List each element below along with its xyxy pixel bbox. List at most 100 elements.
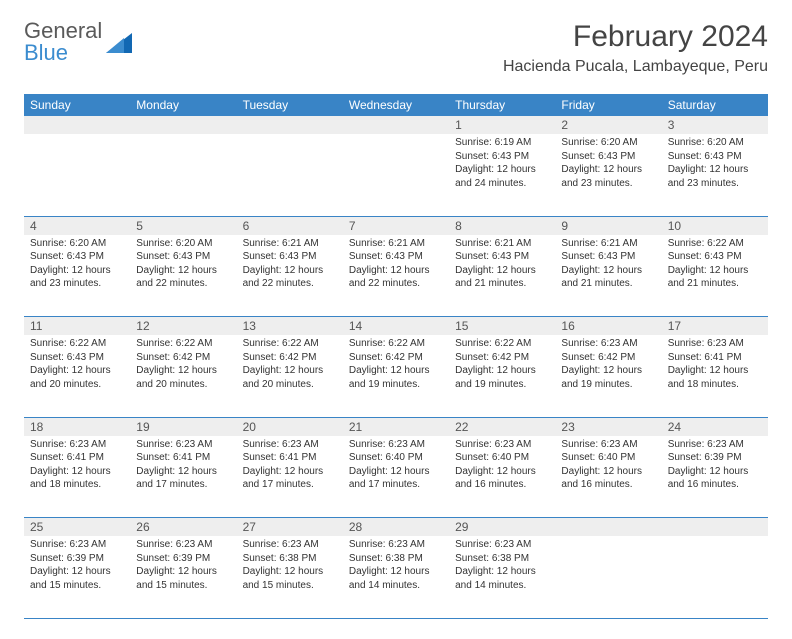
day-cell: Sunrise: 6:23 AMSunset: 6:40 PMDaylight:… [343,436,449,518]
weekday-header-row: SundayMondayTuesdayWednesdayThursdayFrid… [24,94,768,116]
daylight-text: Daylight: 12 hours and 16 minutes. [455,465,549,492]
daynum-row: 18192021222324 [24,417,768,436]
calendar-page: General Blue February 2024 Hacienda Puca… [0,0,792,639]
day-cell-body: Sunrise: 6:23 AMSunset: 6:40 PMDaylight:… [343,436,449,496]
daylight-text: Daylight: 12 hours and 18 minutes. [668,364,762,391]
day-cell: Sunrise: 6:22 AMSunset: 6:42 PMDaylight:… [130,335,236,417]
weekday-header: Monday [130,94,236,116]
sunset-text: Sunset: 6:43 PM [455,250,549,264]
day-cell-body: Sunrise: 6:23 AMSunset: 6:38 PMDaylight:… [449,536,555,596]
weekday-header: Sunday [24,94,130,116]
day-number: 3 [662,116,768,134]
day-number: 21 [343,417,449,436]
weekday-header: Thursday [449,94,555,116]
sunrise-text: Sunrise: 6:23 AM [668,438,762,452]
sunrise-text: Sunrise: 6:22 AM [455,337,549,351]
sunrise-text: Sunrise: 6:23 AM [561,337,655,351]
day-cell: Sunrise: 6:23 AMSunset: 6:40 PMDaylight:… [555,436,661,518]
daylight-text: Daylight: 12 hours and 23 minutes. [30,264,124,291]
sunrise-text: Sunrise: 6:23 AM [136,538,230,552]
day-cell: Sunrise: 6:23 AMSunset: 6:38 PMDaylight:… [237,536,343,618]
sunrise-text: Sunrise: 6:23 AM [136,438,230,452]
weekday-header: Tuesday [237,94,343,116]
day-cell: Sunrise: 6:22 AMSunset: 6:43 PMDaylight:… [662,235,768,317]
day-cell-body: Sunrise: 6:21 AMSunset: 6:43 PMDaylight:… [555,235,661,295]
sunset-text: Sunset: 6:42 PM [136,351,230,365]
day-cell-body: Sunrise: 6:22 AMSunset: 6:42 PMDaylight:… [343,335,449,395]
day-cell-body: Sunrise: 6:23 AMSunset: 6:39 PMDaylight:… [24,536,130,596]
daylight-text: Daylight: 12 hours and 21 minutes. [668,264,762,291]
daylight-text: Daylight: 12 hours and 15 minutes. [243,565,337,592]
day-number [130,116,236,134]
day-number: 22 [449,417,555,436]
sunset-text: Sunset: 6:40 PM [349,451,443,465]
sunset-text: Sunset: 6:38 PM [455,552,549,566]
day-cell: Sunrise: 6:23 AMSunset: 6:41 PMDaylight:… [237,436,343,518]
daylight-text: Daylight: 12 hours and 22 minutes. [243,264,337,291]
sunrise-text: Sunrise: 6:23 AM [243,438,337,452]
daylight-text: Daylight: 12 hours and 19 minutes. [455,364,549,391]
sunrise-text: Sunrise: 6:19 AM [455,136,549,150]
day-cell: Sunrise: 6:20 AMSunset: 6:43 PMDaylight:… [662,134,768,216]
day-cell-body: Sunrise: 6:20 AMSunset: 6:43 PMDaylight:… [662,134,768,194]
day-cell-body: Sunrise: 6:23 AMSunset: 6:38 PMDaylight:… [343,536,449,596]
sunrise-text: Sunrise: 6:22 AM [243,337,337,351]
day-cell-body: Sunrise: 6:22 AMSunset: 6:42 PMDaylight:… [449,335,555,395]
daylight-text: Daylight: 12 hours and 14 minutes. [455,565,549,592]
calendar-table: SundayMondayTuesdayWednesdayThursdayFrid… [24,94,768,619]
day-cell-body: Sunrise: 6:23 AMSunset: 6:41 PMDaylight:… [237,436,343,496]
daylight-text: Daylight: 12 hours and 15 minutes. [136,565,230,592]
daylight-text: Daylight: 12 hours and 16 minutes. [668,465,762,492]
sunset-text: Sunset: 6:43 PM [455,150,549,164]
sunrise-text: Sunrise: 6:23 AM [30,438,124,452]
sunset-text: Sunset: 6:39 PM [668,451,762,465]
day-number: 2 [555,116,661,134]
day-number: 14 [343,317,449,336]
day-cell: Sunrise: 6:23 AMSunset: 6:39 PMDaylight:… [24,536,130,618]
daylight-text: Daylight: 12 hours and 21 minutes. [455,264,549,291]
day-cell-body: Sunrise: 6:23 AMSunset: 6:40 PMDaylight:… [555,436,661,496]
day-cell [343,134,449,216]
sunset-text: Sunset: 6:39 PM [136,552,230,566]
sunset-text: Sunset: 6:41 PM [30,451,124,465]
day-number: 20 [237,417,343,436]
day-cell-body: Sunrise: 6:23 AMSunset: 6:42 PMDaylight:… [555,335,661,395]
day-cell-body: Sunrise: 6:23 AMSunset: 6:41 PMDaylight:… [24,436,130,496]
weekday-header: Friday [555,94,661,116]
daylight-text: Daylight: 12 hours and 14 minutes. [349,565,443,592]
sunset-text: Sunset: 6:43 PM [349,250,443,264]
day-content-row: Sunrise: 6:20 AMSunset: 6:43 PMDaylight:… [24,235,768,317]
sunrise-text: Sunrise: 6:23 AM [455,438,549,452]
sunrise-text: Sunrise: 6:20 AM [561,136,655,150]
day-cell: Sunrise: 6:23 AMSunset: 6:38 PMDaylight:… [343,536,449,618]
page-header: General Blue February 2024 Hacienda Puca… [24,20,768,76]
day-cell-body: Sunrise: 6:22 AMSunset: 6:42 PMDaylight:… [237,335,343,395]
day-number: 5 [130,216,236,235]
sunset-text: Sunset: 6:43 PM [668,250,762,264]
sunset-text: Sunset: 6:42 PM [561,351,655,365]
day-cell: Sunrise: 6:23 AMSunset: 6:42 PMDaylight:… [555,335,661,417]
sunrise-text: Sunrise: 6:22 AM [668,237,762,251]
day-cell-body: Sunrise: 6:19 AMSunset: 6:43 PMDaylight:… [449,134,555,194]
day-number [237,116,343,134]
day-number: 4 [24,216,130,235]
day-number: 10 [662,216,768,235]
sunrise-text: Sunrise: 6:23 AM [349,538,443,552]
logo-text-blue: Blue [24,40,68,65]
daylight-text: Daylight: 12 hours and 22 minutes. [349,264,443,291]
daylight-text: Daylight: 12 hours and 20 minutes. [243,364,337,391]
sunrise-text: Sunrise: 6:21 AM [455,237,549,251]
sunset-text: Sunset: 6:43 PM [30,250,124,264]
day-number: 15 [449,317,555,336]
day-number: 11 [24,317,130,336]
day-number: 29 [449,518,555,537]
daylight-text: Daylight: 12 hours and 19 minutes. [561,364,655,391]
day-cell: Sunrise: 6:19 AMSunset: 6:43 PMDaylight:… [449,134,555,216]
daynum-row: 11121314151617 [24,317,768,336]
day-cell [237,134,343,216]
day-number: 25 [24,518,130,537]
daylight-text: Daylight: 12 hours and 17 minutes. [349,465,443,492]
daylight-text: Daylight: 12 hours and 21 minutes. [561,264,655,291]
day-cell-body: Sunrise: 6:23 AMSunset: 6:38 PMDaylight:… [237,536,343,596]
day-cell-body: Sunrise: 6:20 AMSunset: 6:43 PMDaylight:… [555,134,661,194]
